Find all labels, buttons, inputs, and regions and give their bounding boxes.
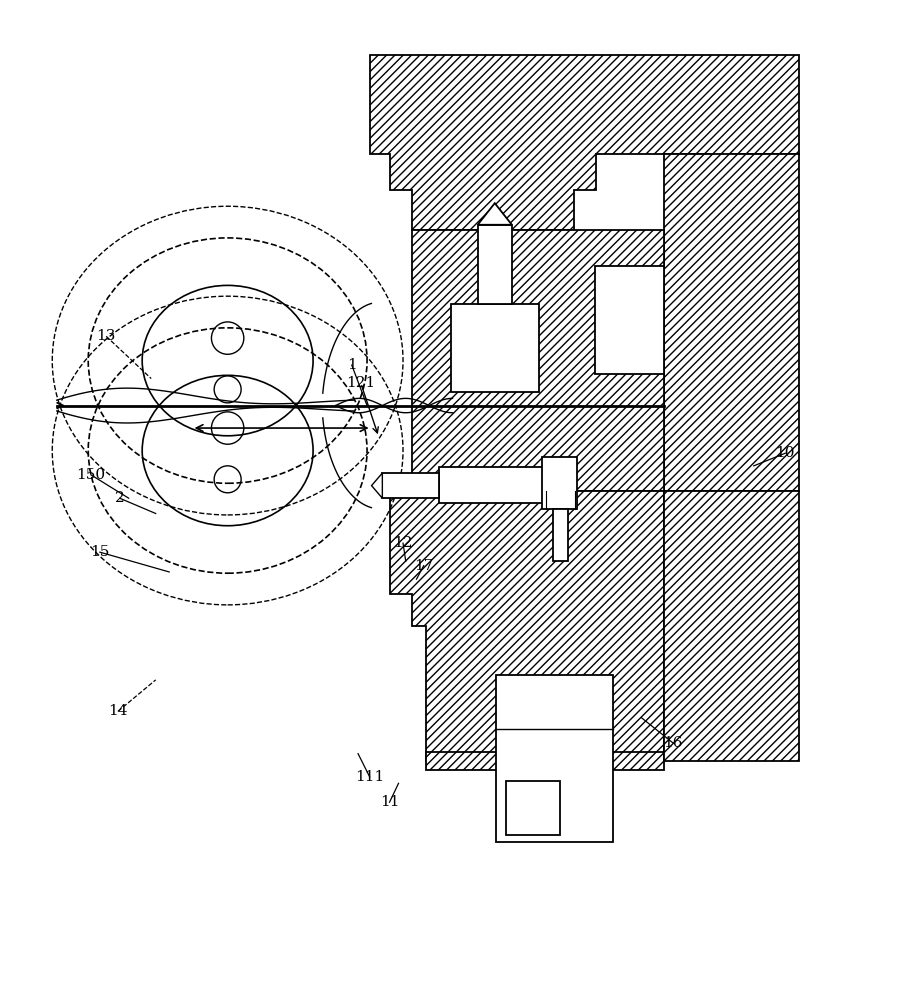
Text: 1: 1 <box>347 358 357 372</box>
Polygon shape <box>425 752 664 770</box>
Text: 111: 111 <box>355 770 385 784</box>
Polygon shape <box>664 154 799 491</box>
Text: 17: 17 <box>414 559 433 573</box>
Bar <box>496 675 613 842</box>
Polygon shape <box>372 473 382 498</box>
Text: 150: 150 <box>76 468 106 482</box>
Text: 15: 15 <box>90 545 110 559</box>
Bar <box>542 457 576 509</box>
Text: 12: 12 <box>394 536 413 550</box>
Bar <box>507 781 560 835</box>
Bar <box>553 509 567 561</box>
Bar <box>451 304 538 392</box>
Polygon shape <box>478 203 512 225</box>
Text: 13: 13 <box>97 329 116 343</box>
Polygon shape <box>412 230 664 491</box>
Polygon shape <box>389 491 664 761</box>
Text: 121: 121 <box>346 376 376 390</box>
Bar <box>382 473 439 498</box>
Text: 16: 16 <box>663 736 682 750</box>
Bar <box>595 266 664 374</box>
Text: 10: 10 <box>776 446 795 460</box>
Bar <box>439 467 545 503</box>
Polygon shape <box>370 55 799 275</box>
Text: 11: 11 <box>380 795 399 809</box>
Polygon shape <box>664 491 799 761</box>
Text: 2: 2 <box>115 491 125 505</box>
Text: 14: 14 <box>109 704 128 718</box>
Bar <box>478 225 512 304</box>
